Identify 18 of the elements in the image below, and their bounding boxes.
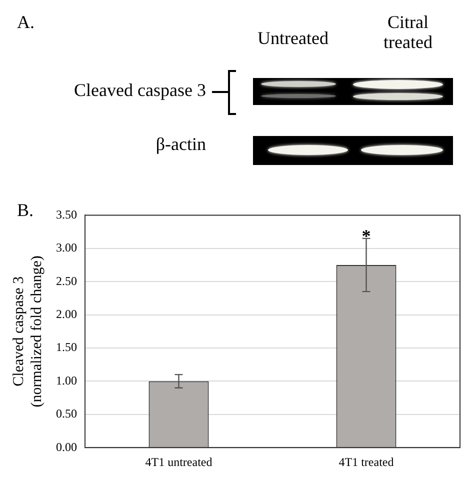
- annotation: *: [362, 226, 371, 246]
- y-tick-label: 3.50: [56, 207, 77, 222]
- y-tick-label: 0.00: [56, 440, 77, 454]
- text: Cleaved caspase 3: [73, 80, 206, 100]
- y-tick-label: 1.00: [56, 373, 77, 388]
- x-tick-label: 4T1 treated: [338, 454, 394, 469]
- y-tick-label: 0.50: [56, 406, 77, 421]
- text: β-actin: [154, 134, 206, 154]
- x-tick-label: 4T1 untreated: [145, 454, 212, 469]
- y-tick-label: 1.50: [56, 340, 77, 354]
- text: Citral treated: [382, 12, 434, 52]
- text: Untreated: [256, 28, 330, 48]
- text: A.: [17, 12, 36, 32]
- y-tick-label: 3.00: [56, 240, 77, 255]
- y-axis-title: Cleaved caspase 3 (normalized fold change): [10, 256, 45, 408]
- y-tick-label: 2.00: [56, 306, 77, 321]
- y-tick-label: 2.50: [56, 274, 77, 288]
- text: B.: [17, 200, 35, 220]
